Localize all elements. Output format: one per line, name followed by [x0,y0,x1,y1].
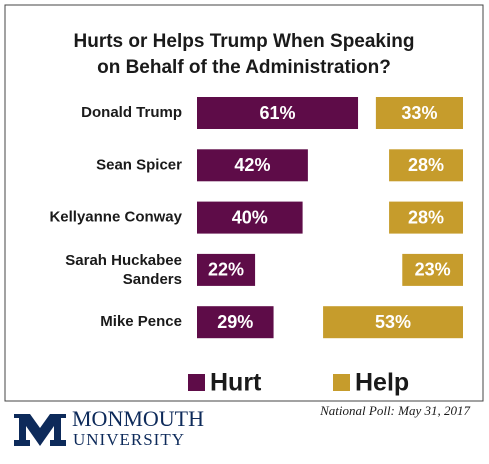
source-note: National Poll: May 31, 2017 [319,403,470,418]
bar [323,306,463,339]
legend-swatch [188,374,205,391]
logo-text: UNIVERSITY [73,430,185,449]
chart-title: on Behalf of the Administration? [97,57,391,78]
legend-label: Hurt [210,369,262,397]
value-label: 33% [401,103,437,123]
value-label: 42% [234,155,270,175]
logo-icon [14,414,66,446]
legend-swatch [333,374,350,391]
bar [197,253,256,286]
chart-frame [4,4,484,402]
value-label: 29% [217,312,253,332]
value-label: 53% [375,312,411,332]
bar [389,149,463,182]
bar [402,253,463,286]
value-label: 61% [260,103,296,123]
bar [197,306,274,339]
value-label: 22% [208,260,244,280]
category-label: Sean Spicer [96,156,182,173]
legend-label: Help [355,369,409,397]
category-label: Donald Trump [81,104,182,121]
value-label: 23% [415,260,451,280]
chart-title: Hurts or Helps Trump When Speaking [74,31,415,52]
bar [389,201,463,234]
category-label: Kellyanne Conway [49,209,182,226]
bar [197,149,308,182]
value-label: 28% [408,155,444,175]
category-label: Sarah Huckabee Sanders [65,252,182,288]
bar [197,201,303,234]
category-label: Mike Pence [100,313,182,330]
bar [197,97,359,129]
bar [375,97,463,129]
value-label: 40% [232,207,268,227]
logo-text: MONMOUTH [72,406,204,431]
value-label: 28% [408,207,444,227]
